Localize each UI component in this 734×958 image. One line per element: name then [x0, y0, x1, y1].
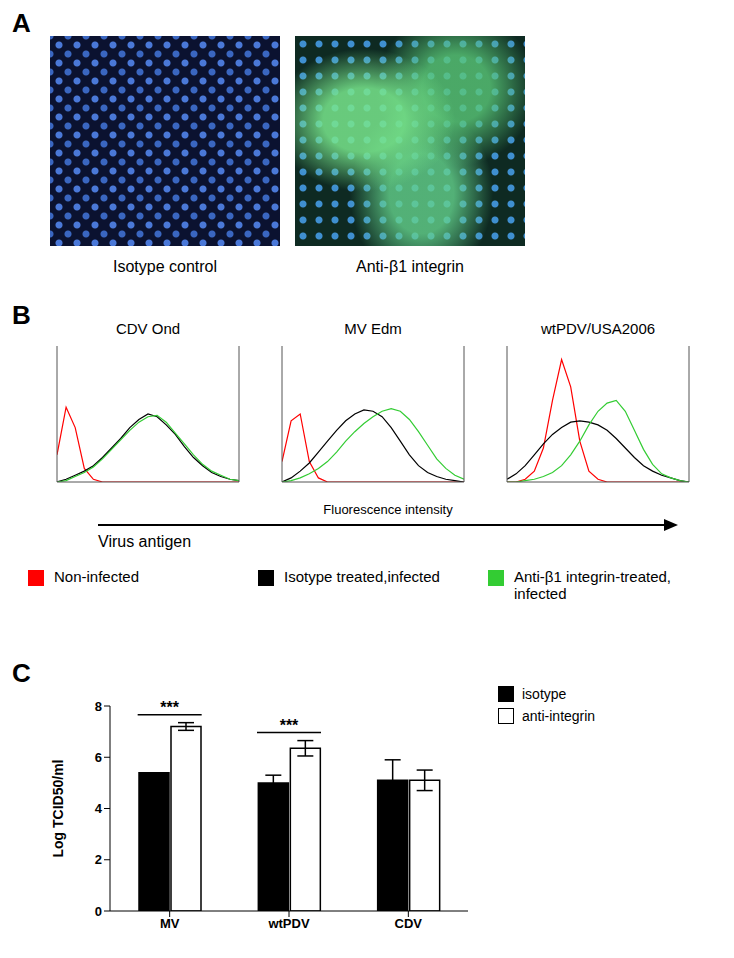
html-text:Virus antigen: Virus antigen: [98, 533, 192, 550]
html-text:MV Edm: MV Edm: [344, 320, 402, 337]
html-text:isotype: isotype: [522, 686, 567, 702]
html-text:wtPDV/USA2006: wtPDV/USA2006: [540, 320, 656, 337]
svg-text:6: 6: [95, 750, 102, 765]
html-text:C: C: [12, 658, 31, 688]
html-text:Anti-β1 integrin: Anti-β1 integrin: [356, 258, 464, 275]
svg-text:Log TCID50/ml: Log TCID50/ml: [50, 759, 66, 857]
html-text:CDV Ond: CDV Ond: [115, 320, 181, 337]
html-text:Non-infected: Non-infected: [54, 568, 140, 585]
svg-text:CDV: CDV: [395, 916, 423, 931]
svg-text:0: 0: [95, 904, 102, 919]
svg-text:4: 4: [95, 801, 103, 816]
html-text:Isotype treated,infected: Isotype treated,infected: [284, 568, 440, 585]
html-text:Fluorescence intensity: Fluorescence intensity: [323, 502, 453, 517]
svg-text:8: 8: [95, 699, 102, 714]
html-text:Anti-β1 integrin-treated, infe: Anti-β1 integrin-treated, infected: [514, 568, 671, 602]
svg-text:wtPDV: wtPDV: [267, 916, 310, 931]
html-text:A: A: [12, 8, 31, 38]
html-text:B: B: [12, 300, 31, 330]
svg-text:***: ***: [280, 717, 299, 734]
svg-text:***: ***: [160, 699, 179, 716]
svg-text:2: 2: [95, 852, 102, 867]
svg-text:MV: MV: [160, 916, 180, 931]
html-text:anti-integrin: anti-integrin: [522, 708, 596, 724]
html-text:Isotype control: Isotype control: [113, 258, 217, 275]
